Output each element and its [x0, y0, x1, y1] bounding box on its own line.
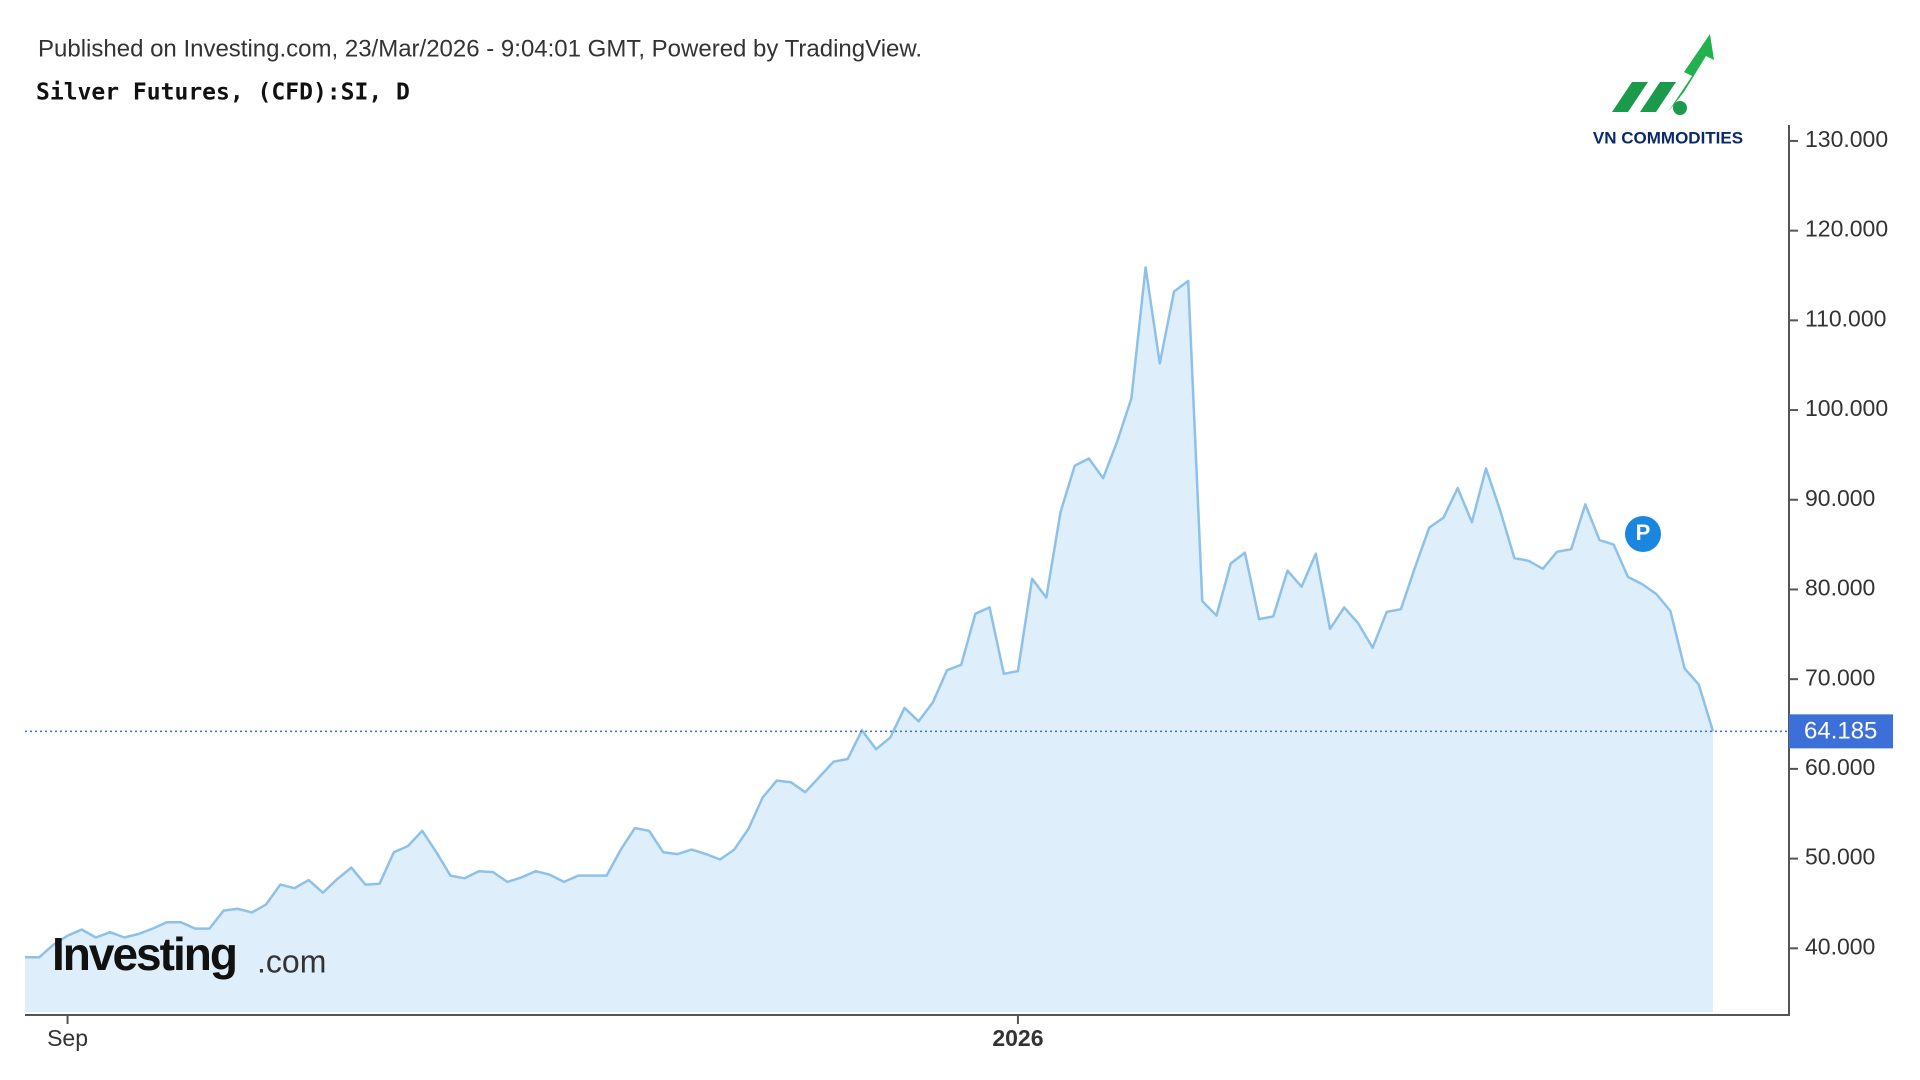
y-tick-label: 60.000 [1805, 754, 1875, 780]
marker-label: P [1636, 520, 1651, 545]
y-tick-label: 70.000 [1805, 664, 1875, 690]
watermark-suffix: .com [257, 943, 326, 979]
logo-text: VN COMMODITIES [1593, 128, 1743, 147]
logo [1612, 34, 1714, 115]
last-price-label: 64.185 [1804, 718, 1877, 745]
x-tick-label: 2026 [992, 1025, 1043, 1051]
line [25, 266, 1715, 959]
y-tick-label: 40.000 [1805, 933, 1875, 959]
y-tick-label: 100.000 [1805, 395, 1888, 421]
header: Published on Investing.com, 23/Mar/2026 … [38, 35, 922, 62]
area [25, 267, 1713, 1012]
x-tick-label: Sep [47, 1025, 88, 1051]
y-tick-label: 130.000 [1805, 126, 1888, 152]
y-tick-label: 50.000 [1805, 844, 1875, 870]
y-tick-label: 90.000 [1805, 485, 1875, 511]
last-price-box [1789, 714, 1893, 749]
y-tick-label: 110.000 [1805, 305, 1886, 331]
y-tick-label: 80.000 [1805, 575, 1875, 601]
chart-title: Silver Futures, (CFD):SI, D [36, 80, 410, 106]
watermark: Investing [52, 928, 236, 980]
marker [1625, 516, 1661, 552]
y-tick-label: 120.000 [1805, 216, 1888, 242]
plot [25, 266, 1715, 1012]
